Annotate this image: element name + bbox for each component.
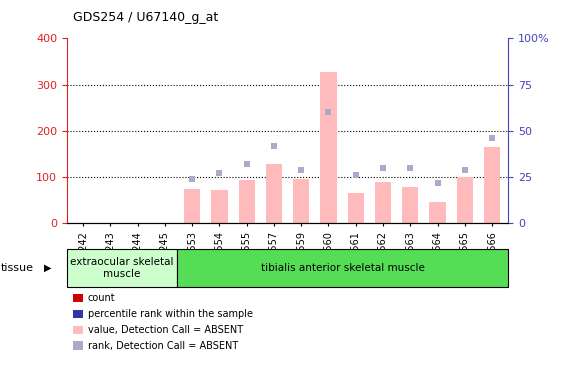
Text: percentile rank within the sample: percentile rank within the sample bbox=[88, 309, 253, 319]
Bar bbox=[375, 182, 391, 223]
Text: tissue: tissue bbox=[1, 263, 34, 273]
Bar bbox=[211, 190, 228, 223]
Text: value, Detection Call = ABSENT: value, Detection Call = ABSENT bbox=[88, 325, 243, 335]
Bar bbox=[266, 164, 282, 223]
Bar bbox=[184, 188, 200, 223]
Bar bbox=[484, 147, 500, 223]
Bar bbox=[239, 180, 255, 223]
Text: ▶: ▶ bbox=[44, 263, 51, 273]
Bar bbox=[457, 177, 473, 223]
Text: rank, Detection Call = ABSENT: rank, Detection Call = ABSENT bbox=[88, 340, 238, 351]
Text: extraocular skeletal
muscle: extraocular skeletal muscle bbox=[70, 257, 174, 279]
Text: GDS254 / U67140_g_at: GDS254 / U67140_g_at bbox=[73, 11, 218, 24]
Text: tibialis anterior skeletal muscle: tibialis anterior skeletal muscle bbox=[261, 263, 425, 273]
Bar bbox=[429, 202, 446, 223]
Bar bbox=[320, 72, 336, 223]
Bar bbox=[347, 193, 364, 223]
Text: count: count bbox=[88, 293, 116, 303]
Bar bbox=[402, 187, 418, 223]
Bar bbox=[293, 179, 310, 223]
